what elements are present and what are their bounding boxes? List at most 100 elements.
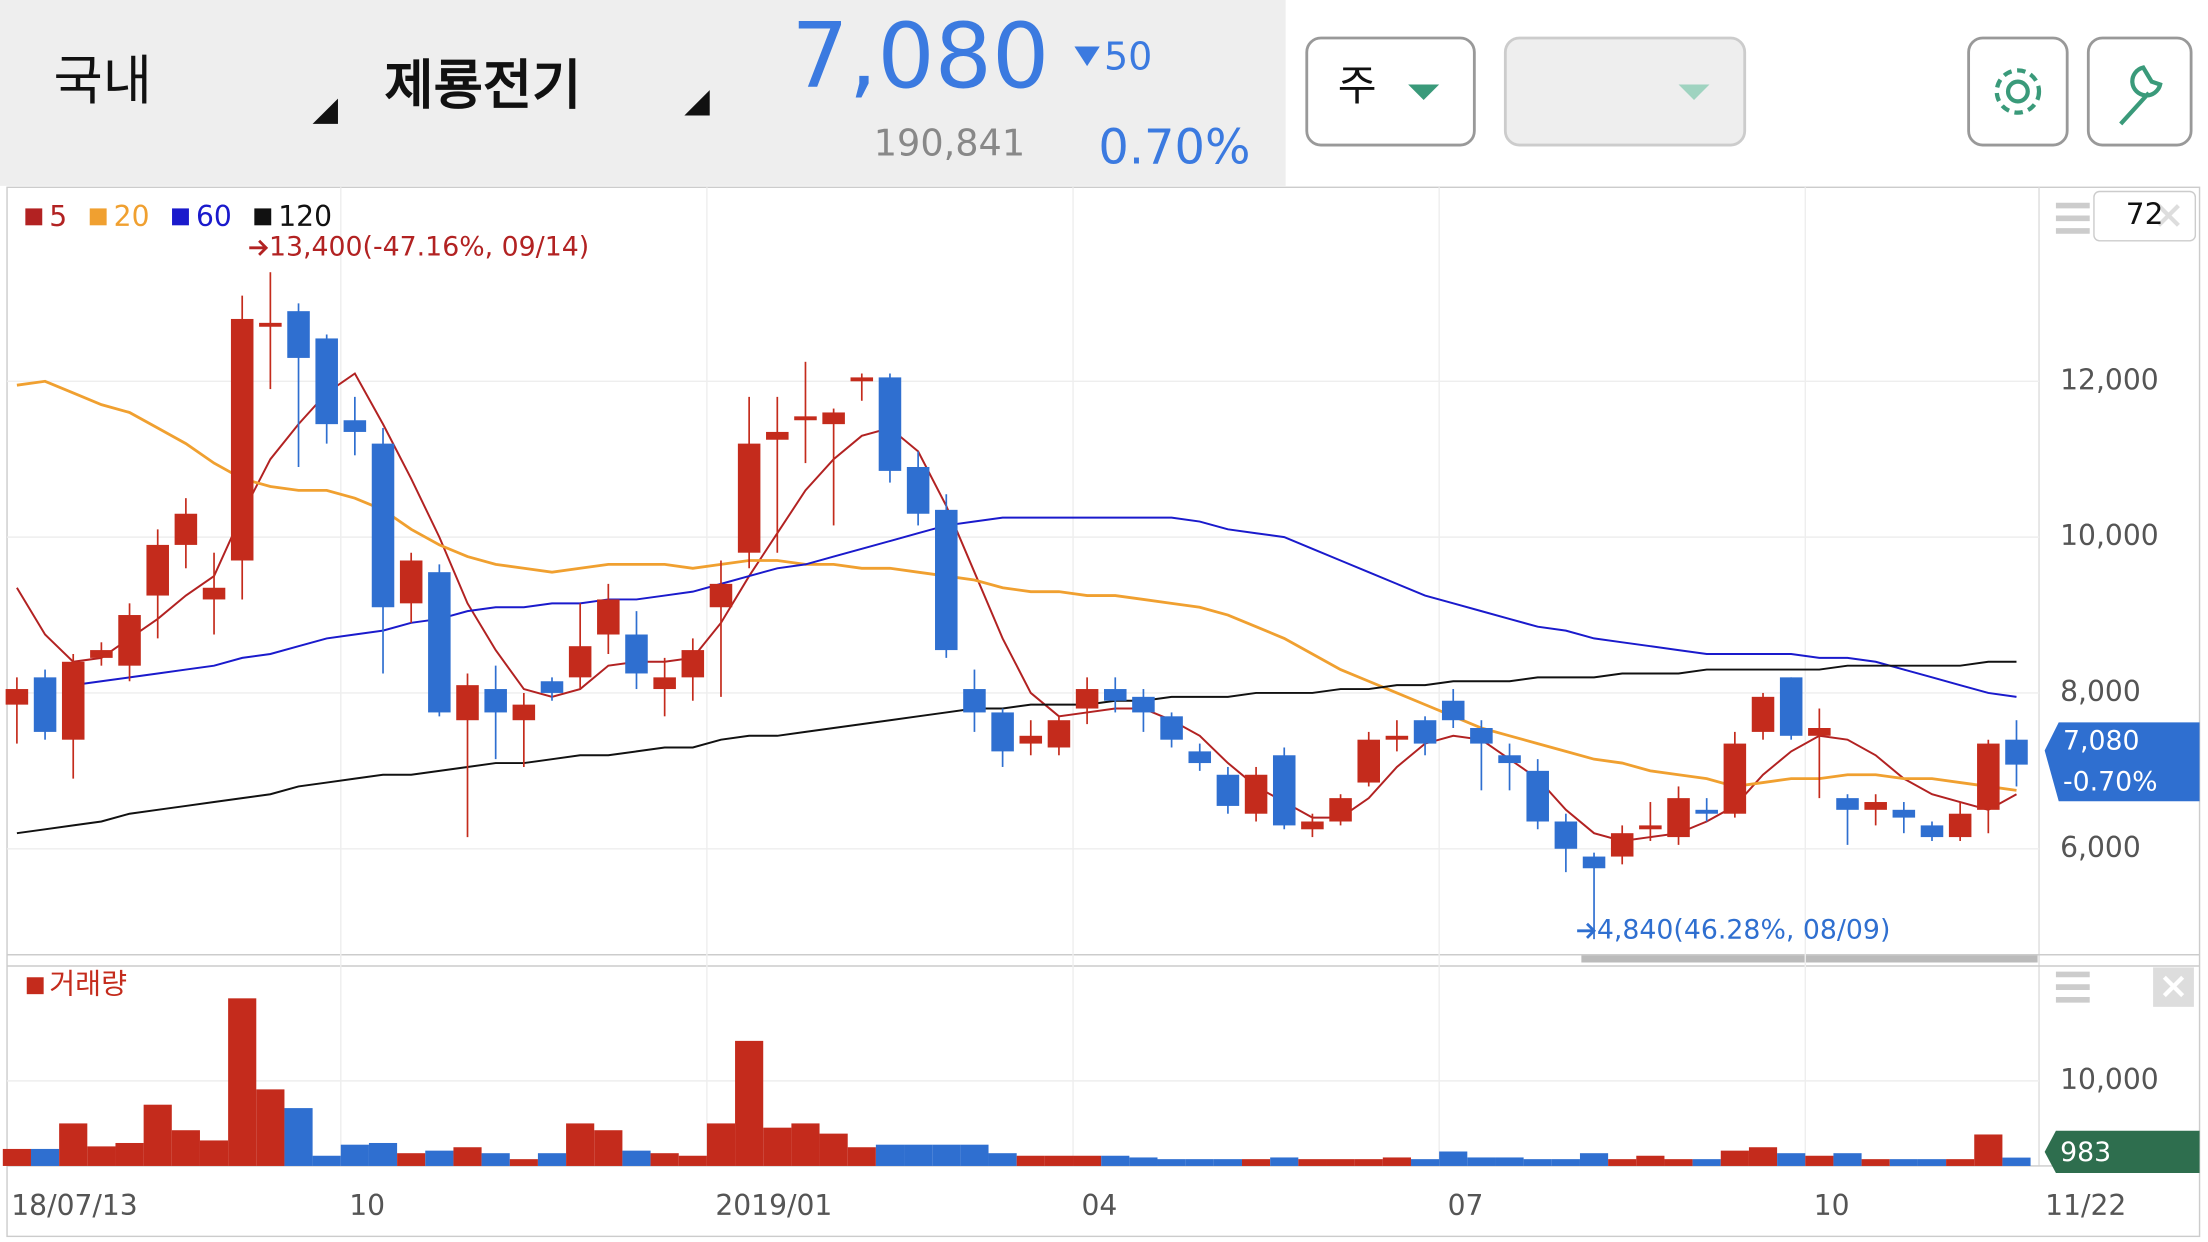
annotation-arrow [249, 239, 269, 256]
price-tag-label: 7,080 [2063, 726, 2140, 757]
dropdown-arrow[interactable] [1678, 84, 1710, 100]
change-rate: 0.70% [1098, 121, 1250, 176]
volume-bar [30, 1148, 60, 1166]
volume-bar [1382, 1157, 1411, 1166]
candle-body [1723, 743, 1747, 814]
volume-bar [1270, 1157, 1299, 1166]
volume-bar [1354, 1159, 1383, 1166]
volume-title: 거래량 [49, 968, 127, 1001]
candle-body [906, 466, 930, 514]
volume-bar [706, 1123, 736, 1166]
candle-body [1864, 802, 1887, 810]
volume-bar [1298, 1159, 1327, 1166]
candle-body [1047, 720, 1071, 748]
dropdown-corner[interactable] [684, 90, 710, 116]
candle-body [428, 572, 451, 713]
dropdown-corner[interactable] [312, 98, 338, 124]
legend-swatch [89, 208, 107, 226]
y-tick-label: 8,000 [2060, 675, 2141, 708]
volume-bar [1692, 1159, 1721, 1166]
volume-bar [847, 1147, 876, 1166]
count-box[interactable] [2093, 190, 2197, 242]
candle-body [1836, 798, 1859, 810]
volume-bar [1748, 1147, 1778, 1166]
candle-body [709, 583, 733, 608]
stock-name[interactable]: 제룡전기 [384, 53, 581, 116]
volume-bar [115, 1142, 144, 1166]
candle-body [1329, 798, 1352, 822]
volume-bar [2, 1148, 31, 1166]
volume-bar [143, 1104, 172, 1166]
candle-body [935, 509, 958, 651]
volume-bar [735, 1040, 764, 1166]
x-tick-label: 10 [1814, 1189, 1850, 1222]
candle-body [5, 689, 29, 705]
volume-bar [1016, 1155, 1045, 1166]
header-bar [0, 0, 1286, 186]
volume-bar [594, 1130, 623, 1166]
menu-icon[interactable] [2055, 971, 2090, 1003]
candle-body [1948, 813, 1972, 838]
volume-bar [1044, 1155, 1074, 1166]
volume-bar [509, 1159, 538, 1166]
volume-bar [340, 1144, 369, 1166]
volume-bar [1185, 1159, 1214, 1166]
candle-body [991, 712, 1014, 752]
volume-bar [678, 1155, 707, 1166]
indicator-dropdown[interactable] [1503, 36, 1747, 147]
legend-swatch [254, 208, 272, 226]
volume-bar [228, 998, 257, 1166]
volume-bar [397, 1153, 426, 1166]
candle-body [1075, 689, 1099, 709]
price-tag-change: -0.70% [2063, 766, 2158, 797]
candle-body [1582, 856, 1606, 869]
candle-body [1441, 700, 1465, 721]
volume-bar [988, 1153, 1017, 1166]
volume-bar [59, 1123, 88, 1166]
candle-body [61, 661, 85, 740]
volume-bar [171, 1130, 200, 1166]
legend-swatch [172, 208, 189, 226]
x-tick-label: 18/07/13 [11, 1189, 137, 1222]
volume-bar [1467, 1157, 1496, 1166]
candle-body [1216, 774, 1240, 806]
price-tag [2044, 722, 2200, 802]
candle-body [90, 650, 113, 658]
market-label[interactable]: 국내 [54, 49, 152, 112]
volume-bar [1157, 1159, 1186, 1166]
candle-body [568, 646, 592, 678]
candle-body [456, 685, 479, 721]
volume-bar [1636, 1155, 1665, 1166]
volume-bar [453, 1147, 482, 1166]
close-icon[interactable] [2157, 204, 2180, 227]
candle-body [681, 650, 705, 678]
legend-label: 120 [278, 200, 332, 233]
dropdown-arrow[interactable] [1408, 84, 1440, 100]
candle-body [287, 311, 310, 358]
wrench-icon[interactable] [2119, 65, 2163, 126]
menu-icon[interactable] [2055, 202, 2090, 234]
volume-bar [960, 1144, 989, 1166]
candle-body [174, 513, 198, 545]
volume-bar [1242, 1159, 1271, 1166]
candle-body [1413, 720, 1437, 744]
candle-body [1977, 743, 2000, 810]
candle-body [1526, 770, 1549, 822]
volume-bar [1917, 1159, 1947, 1166]
settings-button[interactable] [1967, 36, 2069, 147]
volume-bar [1664, 1159, 1693, 1166]
candle-body [1301, 821, 1324, 830]
period-label[interactable]: 주 [1338, 61, 1377, 110]
count-label[interactable]: 72 [2126, 197, 2164, 231]
volume-bar [2002, 1157, 2031, 1166]
candle-body [315, 338, 338, 425]
volume-bar [1833, 1153, 1862, 1166]
close-icon[interactable] [2162, 975, 2185, 998]
candle-body [1610, 833, 1634, 857]
period-dropdown[interactable] [1305, 36, 1476, 147]
volume-bar [1805, 1155, 1834, 1166]
annotation: 13,400(-47.16%, 09/14) [269, 231, 589, 262]
annotation-arrow [1577, 922, 1597, 939]
gear-icon[interactable] [1994, 68, 2042, 115]
candle-body [343, 420, 367, 432]
